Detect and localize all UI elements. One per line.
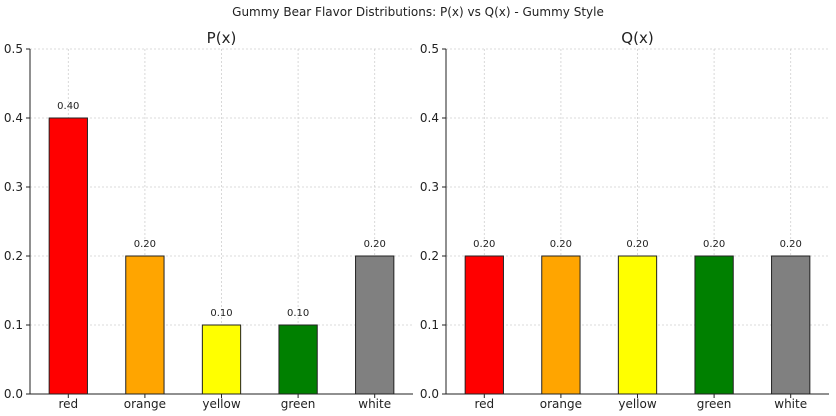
panel2-ytick-label: 0.5	[420, 42, 439, 56]
panel1-bar-green	[278, 324, 318, 395]
panel2-title: Q(x)	[621, 29, 653, 47]
panel1-ytick-label: 0.2	[4, 249, 23, 263]
panel1-ytick-label: 0.4	[4, 111, 23, 125]
panel1-xtick-label: red	[58, 397, 78, 411]
panel2-data-label: 0.20	[550, 239, 572, 250]
panel1-xtick-label: white	[358, 397, 391, 411]
panel2-ytick-label: 0.4	[420, 111, 439, 125]
panel1-ytick-label: 0.5	[4, 42, 23, 56]
panel1-data-label: 0.20	[364, 239, 386, 250]
panel1-xtick-label: yellow	[202, 397, 240, 411]
panel1-data-label: 0.20	[134, 239, 156, 250]
panel1-data-label: 0.10	[210, 308, 232, 319]
panel2-bar-yellow	[617, 255, 658, 395]
panel2-ytick-label: 0.3	[420, 180, 439, 194]
panel2-xtick-label: green	[697, 397, 732, 411]
panel2-data-label: 0.20	[780, 239, 802, 250]
panel2-ytick-label: 0.0	[420, 387, 439, 401]
panel2-xtick-label: white	[774, 397, 807, 411]
panel1-xtick-label: green	[281, 397, 316, 411]
figure-title: Gummy Bear Flavor Distributions: P(x) vs…	[232, 5, 604, 19]
panel2-ytick-label: 0.1	[420, 318, 439, 332]
panel2-xtick-label: yellow	[618, 397, 656, 411]
panel2-data-label: 0.20	[626, 239, 648, 250]
panel1-bar-yellow	[201, 324, 242, 395]
panel2-bar-white	[771, 255, 811, 395]
panel2-ytick-label: 0.2	[420, 249, 439, 263]
panel2-data-label: 0.20	[703, 239, 725, 250]
panel2-bar-red	[464, 255, 504, 395]
panel1-bar-red	[48, 117, 88, 395]
panel1-title: P(x)	[207, 29, 237, 47]
panel1-ytick-label: 0.0	[4, 387, 23, 401]
panel1-bar-white	[355, 255, 395, 395]
panel1-xtick-label: orange	[124, 397, 166, 411]
panel1-bar-orange	[125, 255, 165, 395]
panel1-data-label: 0.40	[57, 101, 79, 112]
panel2-bar-green	[694, 255, 734, 395]
panel2-xtick-label: orange	[540, 397, 582, 411]
panel2-xtick-label: red	[474, 397, 494, 411]
panel1-ytick-label: 0.3	[4, 180, 23, 194]
panel2-bar-orange	[541, 255, 581, 395]
panel1-data-label: 0.10	[287, 308, 309, 319]
panel2-data-label: 0.20	[473, 239, 495, 250]
panel1-ytick-label: 0.1	[4, 318, 23, 332]
